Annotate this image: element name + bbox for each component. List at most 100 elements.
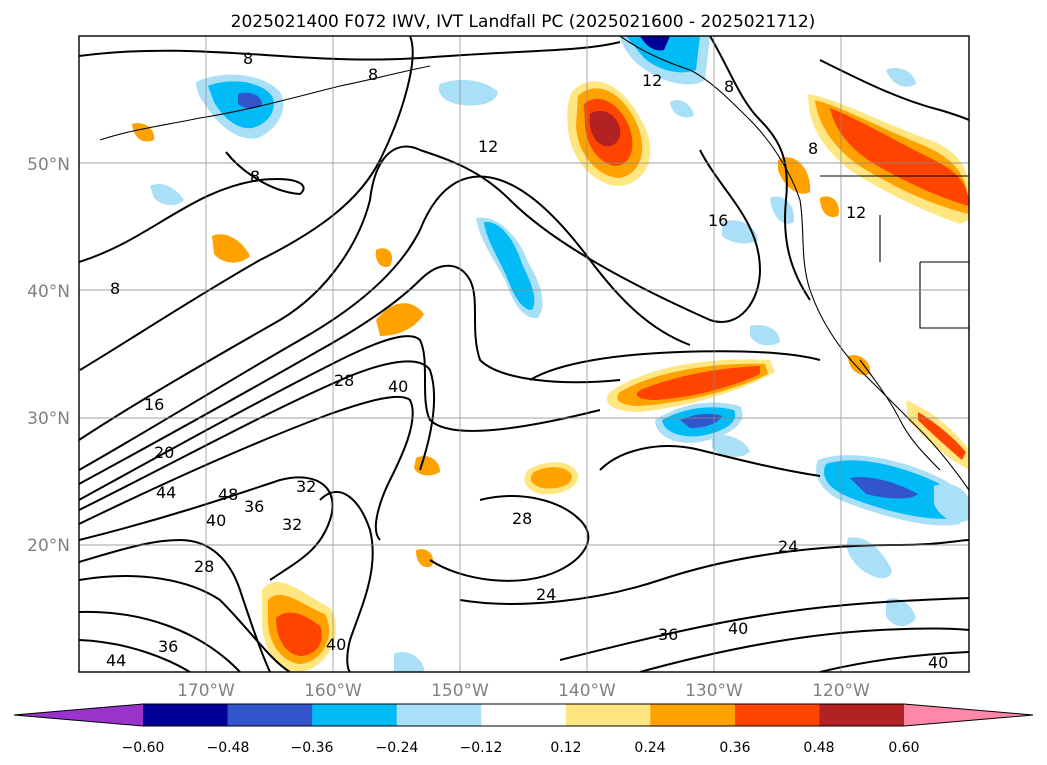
- contour-line: [639, 627, 969, 672]
- contour-line: [79, 476, 334, 581]
- colorbar-tick: 0.48: [803, 740, 834, 756]
- contour-label: 20: [154, 443, 174, 462]
- contour-label: 8: [368, 65, 378, 84]
- contour-line: [429, 495, 590, 582]
- lat-label: 40°N: [27, 282, 70, 302]
- colorbar-tick: −0.60: [122, 740, 165, 756]
- pc-negative-region: [886, 598, 916, 627]
- contour-label: 28: [512, 509, 532, 528]
- contour-label: 32: [296, 477, 316, 496]
- lon-label: 150°W: [431, 681, 489, 701]
- pc-negative-region: [670, 99, 694, 118]
- colorbar-segment: [396, 704, 482, 726]
- lat-label: 30°N: [27, 409, 70, 429]
- coastline: [99, 65, 431, 141]
- latitude-labels: 50°N 40°N 30°N 20°N: [27, 155, 70, 556]
- contour-label: 40: [388, 377, 408, 396]
- contour-label: 24: [778, 537, 798, 556]
- pc-negative-region: [150, 183, 184, 206]
- pc-shading: [132, 36, 969, 672]
- pc-positive-region: [848, 355, 871, 376]
- contour-label: 8: [243, 49, 253, 68]
- contour-line: [79, 175, 691, 471]
- contour-label: 28: [334, 371, 354, 390]
- contour-label: 28: [194, 557, 214, 576]
- lat-label: 50°N: [27, 155, 70, 175]
- contour-label: 8: [724, 77, 734, 96]
- pc-positive-region: [376, 303, 424, 336]
- colorbar-segment: [227, 704, 313, 726]
- contour-label: 8: [110, 279, 120, 298]
- map-panel: 8 8 8 8 12 12 12 16 16 20 24 24 28 28 28…: [78, 35, 970, 673]
- colorbar-extend-high: [904, 704, 1033, 726]
- lon-label: 140°W: [558, 681, 616, 701]
- contour-line: [79, 41, 621, 61]
- pc-positive-region: [636, 366, 760, 400]
- contour-line: [79, 335, 601, 501]
- contour-line: [459, 539, 969, 605]
- colorbar-segment: [650, 704, 736, 726]
- colorbar-segment: [312, 704, 398, 726]
- pc-negative-region: [484, 221, 535, 310]
- pc-positive-region: [589, 110, 621, 147]
- contour-labels: 8 8 8 8 12 12 12 16 16 20 24 24 28 28 28…: [106, 49, 948, 672]
- contour-label: 40: [928, 653, 948, 672]
- pc-positive-region: [530, 467, 572, 489]
- pc-negative-region: [640, 36, 670, 51]
- colorbar-segment: [481, 704, 567, 726]
- coastline: [820, 175, 969, 329]
- colorbar-extend-low: [14, 704, 143, 726]
- colorbar-segment: [819, 704, 905, 726]
- pc-negative-region: [626, 36, 700, 73]
- contour-line: [79, 575, 291, 672]
- contour-label: 12: [642, 71, 662, 90]
- contour-line: [79, 538, 271, 672]
- contour-label: 36: [158, 637, 178, 656]
- colorbar-tick: −0.36: [291, 740, 334, 756]
- colorbar-tick: 0.24: [634, 740, 665, 756]
- colorbar-segment: [734, 704, 820, 726]
- pc-positive-region: [414, 455, 440, 476]
- contour-label: 8: [250, 167, 260, 186]
- pc-positive-region: [375, 248, 393, 268]
- coastline: [859, 359, 941, 471]
- colorbar-tick: 0.12: [550, 740, 581, 756]
- contour-line: [819, 59, 969, 121]
- lon-label: 160°W: [304, 681, 362, 701]
- contour-label: 8: [808, 139, 818, 158]
- contour-line: [709, 36, 811, 301]
- pc-positive-region: [276, 612, 322, 656]
- lat-label: 20°N: [27, 536, 70, 556]
- pc-positive-region: [830, 108, 969, 206]
- lon-label: 170°W: [177, 681, 235, 701]
- pc-negative-region: [846, 537, 892, 579]
- contour-label: 40: [728, 619, 748, 638]
- colorbar-outline: [13, 703, 1034, 727]
- contour-label: 40: [206, 511, 226, 530]
- pc-positive-region: [918, 412, 966, 460]
- colorbar: [13, 703, 1034, 727]
- contour-label: 12: [478, 137, 498, 156]
- iwv-contours: [79, 36, 969, 672]
- contour-line: [79, 395, 414, 541]
- coastlines: [99, 36, 969, 491]
- contour-label: 12: [846, 203, 866, 222]
- pc-negative-region: [712, 434, 750, 457]
- contour-label: 44: [106, 651, 126, 670]
- colorbar-segment: [565, 704, 651, 726]
- lon-label: 130°W: [685, 681, 743, 701]
- pc-negative-region: [238, 92, 262, 109]
- contour-line: [79, 36, 414, 371]
- contour-line: [79, 151, 305, 263]
- contour-line: [79, 264, 621, 485]
- colorbar-tick: −0.24: [376, 740, 419, 756]
- contour-line: [529, 350, 821, 381]
- pc-negative-region: [850, 477, 918, 499]
- pc-negative-region: [934, 483, 969, 523]
- contour-label: 44: [156, 483, 176, 502]
- colorbar-ticks: −0.60 −0.48 −0.36 −0.24 −0.12 0.12 0.24 …: [122, 740, 920, 756]
- colorbar-tick: 0.36: [719, 740, 750, 756]
- colorbar-segment: [143, 704, 229, 726]
- pc-positive-region: [820, 196, 839, 218]
- contour-label: 36: [244, 497, 264, 516]
